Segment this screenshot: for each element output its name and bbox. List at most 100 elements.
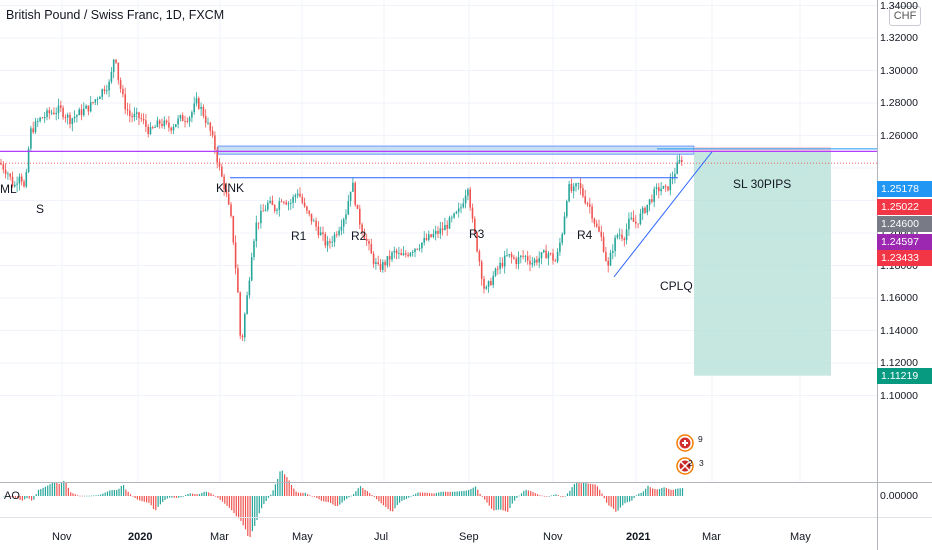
ao-bar: [495, 496, 497, 511]
uk-flag-icon[interactable]: [676, 457, 706, 477]
candle-body: [186, 121, 189, 123]
candle-body: [129, 110, 131, 116]
candle-body: [165, 120, 168, 123]
candle-body: [411, 252, 414, 254]
candle-body: [101, 89, 103, 97]
candle-body: [418, 248, 421, 250]
candle-body: [361, 224, 363, 233]
candle-body: [96, 98, 99, 100]
candle-body: [524, 256, 527, 258]
x-tick-label: Nov: [52, 531, 72, 543]
ao-bar: [470, 488, 472, 496]
candle-body: [225, 189, 228, 194]
ao-bar: [284, 474, 286, 496]
candle-body: [306, 206, 308, 211]
ao-bar: [171, 496, 173, 498]
candle-body: [545, 250, 547, 259]
candle-body: [531, 263, 534, 265]
y-tick-label: 1.10000: [880, 389, 918, 402]
ao-bar: [525, 489, 527, 496]
ao-bar: [468, 490, 470, 496]
ao-bar: [123, 485, 125, 496]
y-tick-label: 1.14000: [880, 324, 918, 337]
ao-bar: [70, 492, 72, 496]
candle-body: [632, 217, 635, 222]
candle-body: [57, 105, 60, 113]
candle-body: [398, 253, 400, 254]
ao-bar: [97, 495, 99, 496]
candle-body: [9, 173, 11, 177]
ao-bar: [380, 496, 382, 504]
ao-bar: [286, 477, 288, 496]
ao-bar: [249, 496, 251, 538]
candle-body: [635, 221, 637, 224]
ao-bar: [353, 494, 355, 496]
candle-body: [365, 238, 368, 241]
annotation-label: R4: [577, 228, 593, 242]
ao-bar: [8, 496, 10, 497]
ao-bar: [435, 492, 437, 496]
ao-bar: [516, 496, 518, 498]
ao-bar: [60, 483, 63, 496]
candle-body: [202, 106, 205, 116]
y-tick-label: 1.28000: [880, 97, 918, 109]
ao-bar: [339, 496, 341, 505]
candle-body: [476, 232, 478, 252]
ao-bar: [603, 496, 605, 499]
ao-bar: [553, 494, 555, 496]
ao-bar: [566, 493, 569, 496]
candle-body: [451, 217, 453, 219]
candle-body: [16, 183, 18, 185]
ao-bar: [26, 496, 28, 499]
candle-body: [570, 184, 573, 192]
candle-body: [356, 204, 359, 209]
ao-bar: [28, 496, 30, 499]
swiss-flag-icon[interactable]: [676, 434, 706, 454]
candle-body: [110, 71, 113, 82]
ao-bar: [389, 496, 391, 511]
candle-body: [540, 252, 543, 259]
ao-bar: [233, 496, 235, 514]
y-tick-label: 1.12000: [880, 357, 918, 369]
candle-body: [386, 256, 389, 266]
event-count: 9: [698, 434, 703, 444]
ao-bar: [302, 492, 304, 496]
ao-bar: [212, 494, 214, 496]
candle-body: [7, 173, 9, 175]
ao-tick-label: 0.00000: [880, 490, 918, 502]
ao-bar: [472, 487, 474, 496]
ao-bar: [615, 496, 617, 512]
candle-body: [605, 251, 607, 261]
ao-bar: [320, 496, 322, 501]
price-label: 1.25022: [877, 199, 932, 215]
ao-histogram: [3, 470, 684, 538]
ao-bar: [152, 496, 155, 510]
ao-bar: [155, 496, 157, 511]
candle-body: [11, 176, 14, 187]
candle-body: [204, 115, 207, 123]
ao-bar: [631, 496, 633, 501]
candle-body: [658, 187, 660, 192]
candle-body: [342, 219, 345, 227]
candle-body: [513, 257, 515, 259]
candle-body: [175, 124, 177, 127]
candle-body: [681, 159, 683, 163]
currency-button[interactable]: CHF: [889, 6, 921, 26]
candle-body: [602, 236, 605, 252]
candle-body: [315, 220, 317, 227]
candle-body: [497, 268, 499, 270]
price-label: 1.24600: [877, 216, 932, 232]
candle-body: [359, 208, 361, 225]
candle-body: [671, 177, 674, 179]
ao-bar: [323, 496, 325, 502]
candle-body: [391, 252, 393, 260]
candle-body: [349, 191, 352, 202]
candle-body: [232, 215, 235, 243]
candle-body: [303, 202, 306, 207]
ao-bar: [364, 489, 366, 496]
candle-body: [30, 128, 32, 149]
ao-bar: [127, 491, 129, 496]
candle-body: [393, 250, 396, 253]
